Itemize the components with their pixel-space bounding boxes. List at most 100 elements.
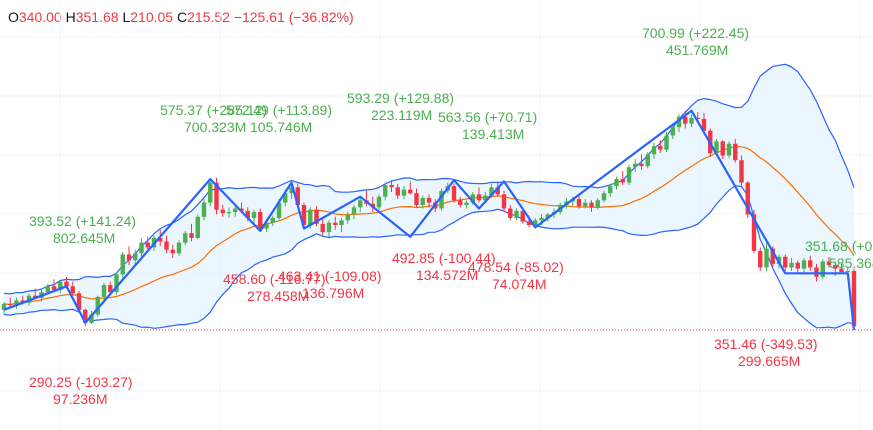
candle	[320, 219, 325, 236]
pivot-price-change: 478.54 (-85.02)	[468, 259, 564, 275]
pivot-price-change: 351.68 (+0.22)	[805, 238, 873, 254]
candle	[670, 123, 675, 140]
candle-body	[1, 303, 7, 310]
candle	[439, 188, 444, 211]
candle	[801, 258, 807, 273]
candle-body	[333, 222, 338, 226]
candle	[839, 263, 844, 274]
candle	[626, 164, 632, 185]
pivot-label: 393.52 (+141.24)802.645M	[29, 213, 136, 246]
candle	[720, 140, 725, 160]
pivot-price-change: 572.49 (+113.89)	[226, 102, 332, 118]
candle	[108, 281, 113, 295]
candle-body	[226, 212, 232, 214]
candle	[220, 204, 225, 217]
candle-body	[126, 254, 132, 261]
candle-body	[795, 262, 800, 269]
candle-body	[633, 163, 638, 168]
candle	[658, 140, 663, 154]
candle-body	[58, 281, 63, 290]
pivot-label: 458.60 (-116.77)278.458M	[223, 271, 325, 304]
candle	[183, 230, 188, 246]
candle	[333, 216, 338, 230]
pivot-price-change: 463.41 (-109.08)	[278, 268, 382, 284]
candle	[789, 258, 794, 271]
candle	[301, 202, 307, 229]
candle-body	[139, 242, 144, 254]
pivot-price-change: 393.52 (+141.24)	[29, 213, 136, 229]
candle-body	[339, 220, 344, 226]
pivot-volume: 802.645M	[53, 230, 115, 246]
candle-body	[170, 249, 175, 254]
candle-body	[383, 184, 388, 197]
candle	[501, 190, 507, 213]
candle	[620, 170, 625, 185]
candle-body	[76, 293, 82, 310]
candle	[733, 139, 738, 163]
candle	[314, 206, 319, 227]
candle-body	[320, 223, 325, 233]
zigzag-labels: 393.52 (+141.24)802.645M 290.25 (-103.27)…	[29, 25, 873, 407]
candle-body	[189, 233, 194, 238]
candle-body	[508, 208, 513, 218]
candle-body	[489, 187, 494, 196]
candle-body	[845, 270, 850, 273]
pivot-volume: 74.074M	[492, 276, 546, 292]
candle-body	[476, 194, 482, 201]
candle-body	[439, 190, 444, 209]
pivot-label: 351.68 (+0.22)585.368M	[805, 238, 873, 271]
high-value: 351.68	[75, 9, 119, 25]
candle	[208, 179, 213, 207]
candle-body	[464, 202, 469, 205]
candle	[120, 252, 125, 280]
candle-body	[420, 197, 425, 205]
candle-body	[401, 189, 407, 196]
candle-body	[533, 220, 538, 226]
candle	[664, 131, 669, 152]
candle-body	[764, 248, 769, 268]
candle	[126, 246, 132, 266]
candle	[826, 256, 832, 268]
candle	[639, 154, 644, 170]
candle-body	[70, 286, 75, 294]
candle-body	[95, 296, 100, 315]
pivot-label: 572.49 (+113.89)105.746M	[226, 102, 332, 135]
candle-body	[326, 222, 332, 233]
candle-body	[683, 116, 688, 124]
open-value: 340.00	[18, 9, 62, 25]
pivot-volume: 451.769M	[666, 42, 728, 58]
candle-body	[345, 214, 350, 221]
candle	[139, 238, 144, 258]
candle-body	[176, 242, 182, 254]
candle	[1, 301, 7, 315]
pivot-label: 290.25 (-103.27)97.236M	[29, 374, 133, 407]
candle-body	[639, 163, 644, 167]
candle-body	[514, 210, 519, 218]
candle	[164, 235, 169, 254]
candle-body	[676, 116, 682, 128]
candle	[508, 204, 513, 221]
candle-body	[783, 256, 788, 268]
candle	[464, 200, 469, 209]
candle	[145, 236, 150, 250]
candle-body	[608, 186, 613, 194]
candle	[583, 199, 588, 209]
candle-body	[733, 143, 738, 161]
candle	[783, 254, 788, 271]
candle-body	[626, 167, 632, 183]
candle-body	[108, 285, 113, 293]
candle-body	[801, 260, 807, 269]
pivot-volume: 139.413M	[462, 126, 524, 142]
candle-body	[264, 222, 269, 229]
candle	[514, 208, 519, 221]
candle-body	[389, 184, 394, 188]
candle	[420, 195, 425, 209]
candle-body	[576, 199, 582, 207]
candle-body	[295, 187, 300, 205]
candle-body	[470, 194, 475, 203]
candle-body	[539, 217, 544, 221]
candle-body	[739, 160, 744, 183]
candle-body	[483, 195, 488, 201]
candle-body	[64, 281, 69, 287]
